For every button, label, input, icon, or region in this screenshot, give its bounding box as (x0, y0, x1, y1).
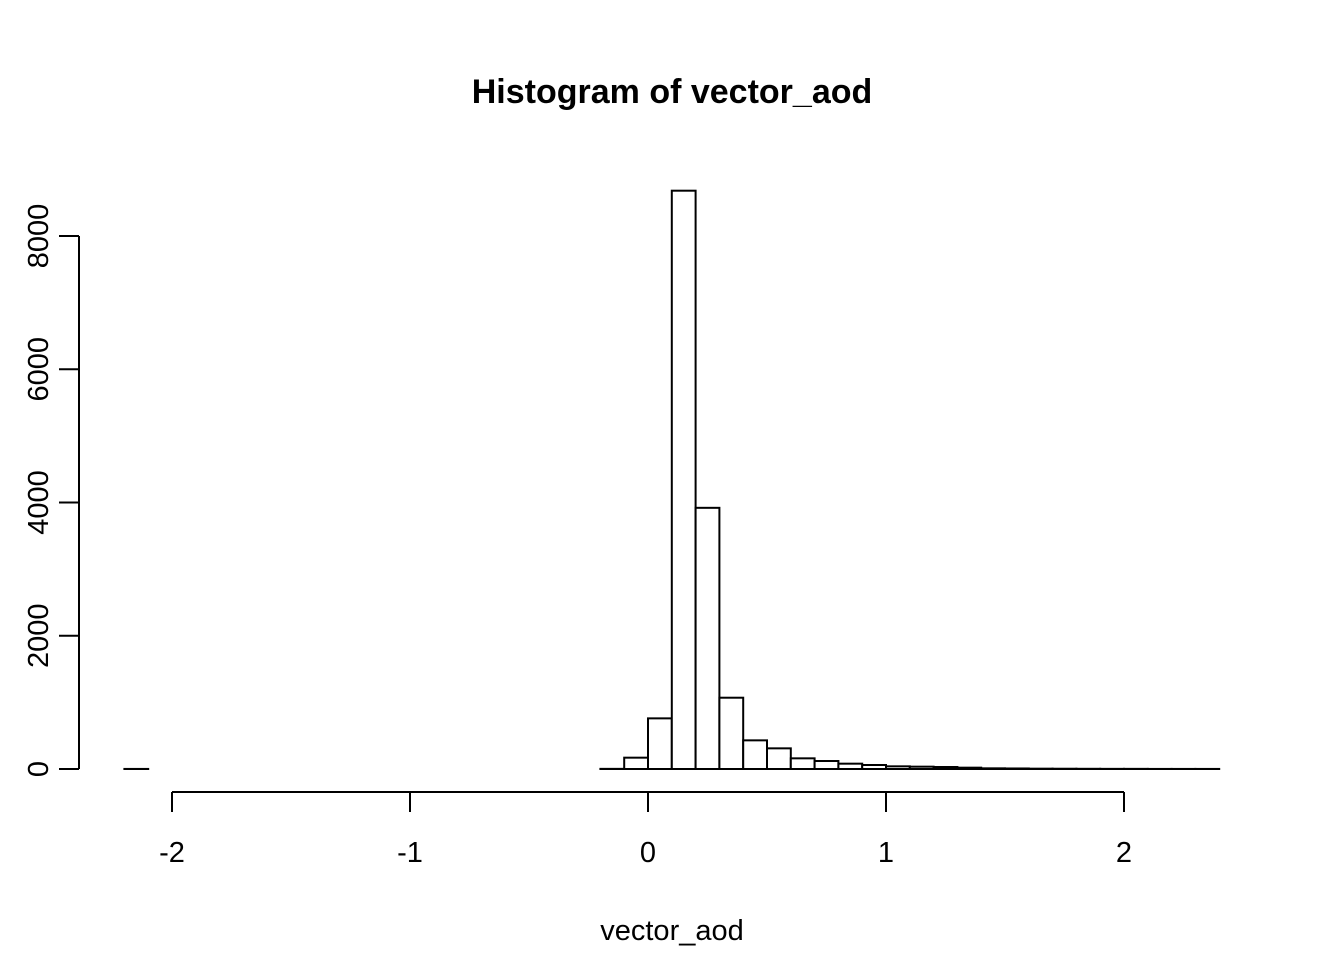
x-axis: -2 -1 0 1 2 (159, 791, 1132, 869)
x-tick-label: -2 (159, 837, 185, 869)
x-axis-label: vector_aod (600, 915, 744, 947)
histogram-bar (837, 762, 864, 770)
histogram-bar (694, 506, 721, 770)
histogram-bar (956, 766, 983, 770)
x-tick-label: 2 (1116, 837, 1132, 869)
histogram-bar (623, 756, 650, 771)
histogram-bar (1004, 767, 1030, 770)
histogram-bar (789, 757, 816, 771)
y-tick-label: 4000 (23, 470, 55, 535)
histogram-bar (908, 765, 935, 771)
histogram-bar (885, 765, 911, 771)
y-tick-label: 2000 (23, 603, 55, 668)
histogram-bar (647, 717, 673, 770)
histogram-bar (980, 767, 1007, 770)
histogram-bar (766, 747, 792, 771)
y-tick-label: 6000 (23, 337, 55, 402)
x-tick-label: -1 (397, 837, 423, 869)
histogram-bar (861, 764, 888, 771)
x-tick-label: 1 (878, 837, 894, 869)
y-tick-label: 8000 (23, 204, 55, 269)
chart-title: Histogram of vector_aod (472, 73, 873, 111)
histogram-bar (670, 189, 697, 770)
x-tick-label: 0 (640, 837, 656, 869)
bars-group (123, 189, 1221, 771)
histogram-bar (932, 766, 959, 770)
y-tick-label: 0 (23, 761, 55, 777)
histogram-bar (813, 760, 840, 771)
histogram-bar (742, 739, 769, 771)
histogram-bar (718, 696, 745, 770)
y-axis: 0 2000 4000 6000 8000 (23, 204, 80, 777)
